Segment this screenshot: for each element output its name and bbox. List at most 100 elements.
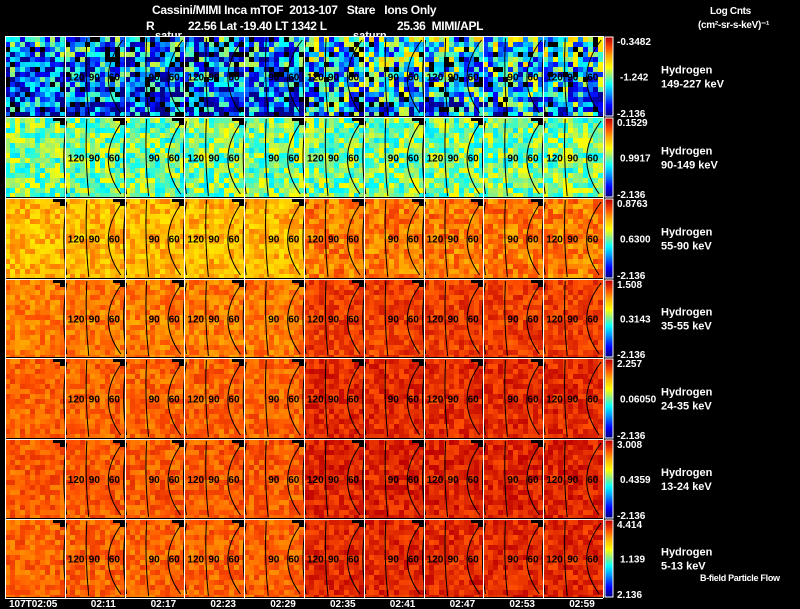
cell (229, 47, 234, 52)
cell (454, 72, 459, 77)
cell (135, 118, 140, 123)
cell (180, 143, 185, 148)
cell (294, 158, 299, 163)
cell (120, 123, 125, 128)
cell (95, 77, 100, 82)
cell (578, 168, 583, 173)
cell (429, 107, 434, 112)
cell (429, 183, 434, 188)
cell (498, 138, 503, 143)
cell (45, 87, 50, 92)
cell (105, 269, 110, 274)
cell (219, 107, 224, 112)
cell (404, 102, 409, 107)
cell (90, 37, 95, 42)
cell (229, 37, 234, 42)
cell (449, 107, 454, 112)
cell (533, 188, 538, 193)
cell (543, 37, 548, 42)
cell (294, 47, 299, 52)
cell (548, 183, 553, 188)
cell (244, 219, 249, 224)
cell (105, 118, 110, 123)
cell (498, 97, 503, 102)
cell (170, 269, 175, 274)
cell (339, 77, 344, 82)
cell (55, 42, 60, 47)
cell (324, 163, 329, 168)
cell (329, 229, 334, 234)
cell (234, 249, 239, 254)
cell (553, 52, 558, 57)
cell (419, 72, 424, 77)
cell (204, 158, 209, 163)
cell (175, 264, 180, 269)
cell (194, 209, 199, 214)
cell (269, 259, 274, 264)
cell (120, 112, 125, 116)
cell (269, 128, 274, 133)
cell (135, 133, 140, 138)
cell (70, 112, 75, 116)
cell (334, 102, 339, 107)
cell (145, 118, 150, 123)
cell (140, 209, 145, 214)
cell (155, 52, 160, 57)
cell (105, 52, 110, 57)
cell (513, 92, 518, 97)
cell (269, 107, 274, 112)
cell (573, 118, 578, 123)
cell (189, 107, 194, 112)
cell (558, 138, 563, 143)
cell (244, 274, 249, 278)
cell (209, 97, 214, 102)
cell (224, 163, 229, 168)
cell (434, 143, 439, 148)
cell (194, 52, 199, 57)
cell (449, 128, 454, 133)
cell (339, 47, 344, 52)
cell (100, 244, 105, 249)
cell (194, 67, 199, 72)
cell (10, 163, 15, 168)
cell (583, 158, 588, 163)
cell (115, 158, 120, 163)
cell (239, 204, 244, 209)
cell (145, 209, 150, 214)
cell (249, 57, 254, 62)
cell (130, 133, 135, 138)
cell (45, 143, 50, 148)
cell (309, 168, 314, 173)
cell (588, 118, 593, 123)
cell (110, 264, 115, 269)
cell (399, 92, 404, 97)
cell (40, 214, 45, 219)
cell (60, 209, 65, 214)
cell (140, 97, 145, 102)
cell (269, 249, 274, 254)
cell (454, 87, 459, 92)
cell (130, 193, 135, 197)
cell (319, 224, 324, 229)
cell (279, 77, 284, 82)
cell (439, 123, 444, 128)
cell (15, 92, 20, 97)
cell (180, 158, 185, 163)
cell (100, 219, 105, 224)
cell (25, 52, 30, 57)
cell (115, 183, 120, 188)
cell (568, 57, 573, 62)
cell (145, 188, 150, 193)
cell (474, 62, 479, 67)
cell (518, 158, 523, 163)
cell (160, 37, 165, 42)
cell (70, 269, 75, 274)
cell (180, 62, 185, 67)
cell (20, 138, 25, 143)
cell (354, 123, 359, 128)
cell (85, 158, 90, 163)
cell (175, 178, 180, 183)
cell (588, 158, 593, 163)
cell (414, 77, 419, 82)
cell (65, 173, 70, 178)
